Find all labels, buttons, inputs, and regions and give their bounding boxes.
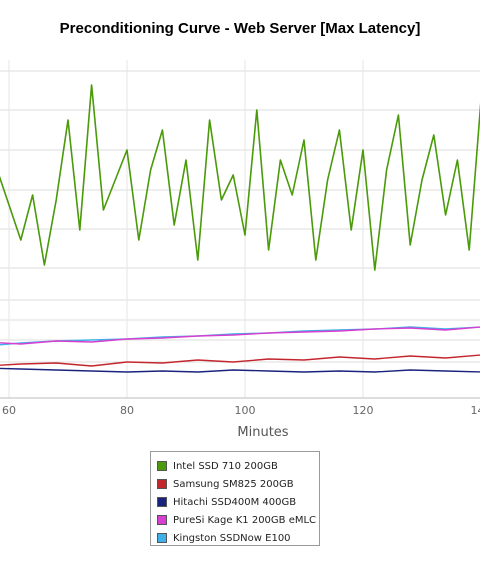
series-line-intel-ssd-710-200gb — [0, 84, 480, 271]
legend-item: Intel SSD 710 200GB — [157, 457, 313, 475]
x-tick-label: 80 — [120, 404, 134, 417]
x-axis-title: Minutes — [237, 425, 288, 440]
x-tick-label: 140 — [471, 404, 480, 417]
series-line-samsung-sm825-200gb — [0, 354, 480, 367]
legend-label: Kingston SSDNow E100 — [173, 532, 291, 544]
legend-label: PureSi Kage K1 200GB eMLC — [173, 514, 317, 526]
legend-item: Samsung SM825 200GB — [157, 475, 313, 493]
legend-swatch — [157, 515, 167, 525]
series-line-puresi-kage-k1-200gb-emlc — [0, 326, 480, 345]
legend-swatch — [157, 497, 167, 507]
legend-swatch — [157, 479, 167, 489]
x-tick-label: 120 — [353, 404, 374, 417]
x-tick-label: 100 — [235, 404, 256, 417]
legend-swatch — [157, 533, 167, 543]
legend: Intel SSD 710 200GB Samsung SM825 200GB Hi… — [150, 451, 320, 546]
legend-label: Samsung SM825 200GB — [173, 478, 294, 490]
x-tick-labels: 6080100120140160180200220240260280 — [2, 404, 480, 417]
legend-item: Kingston SSDNow E100 — [157, 529, 313, 547]
legend-item: Hitachi SSD400M 400GB — [157, 493, 313, 511]
series-lines — [0, 84, 480, 373]
legend-label: Hitachi SSD400M 400GB — [173, 496, 297, 508]
x-tick-label: 60 — [2, 404, 16, 417]
legend-item: PureSi Kage K1 200GB eMLC — [157, 511, 317, 529]
legend-label: Intel SSD 710 200GB — [173, 460, 278, 472]
series-line-hitachi-ssd400m-400gb — [0, 367, 480, 373]
chart-title: Preconditioning Curve - Web Server [Max … — [59, 20, 421, 37]
legend-swatch — [157, 461, 167, 471]
